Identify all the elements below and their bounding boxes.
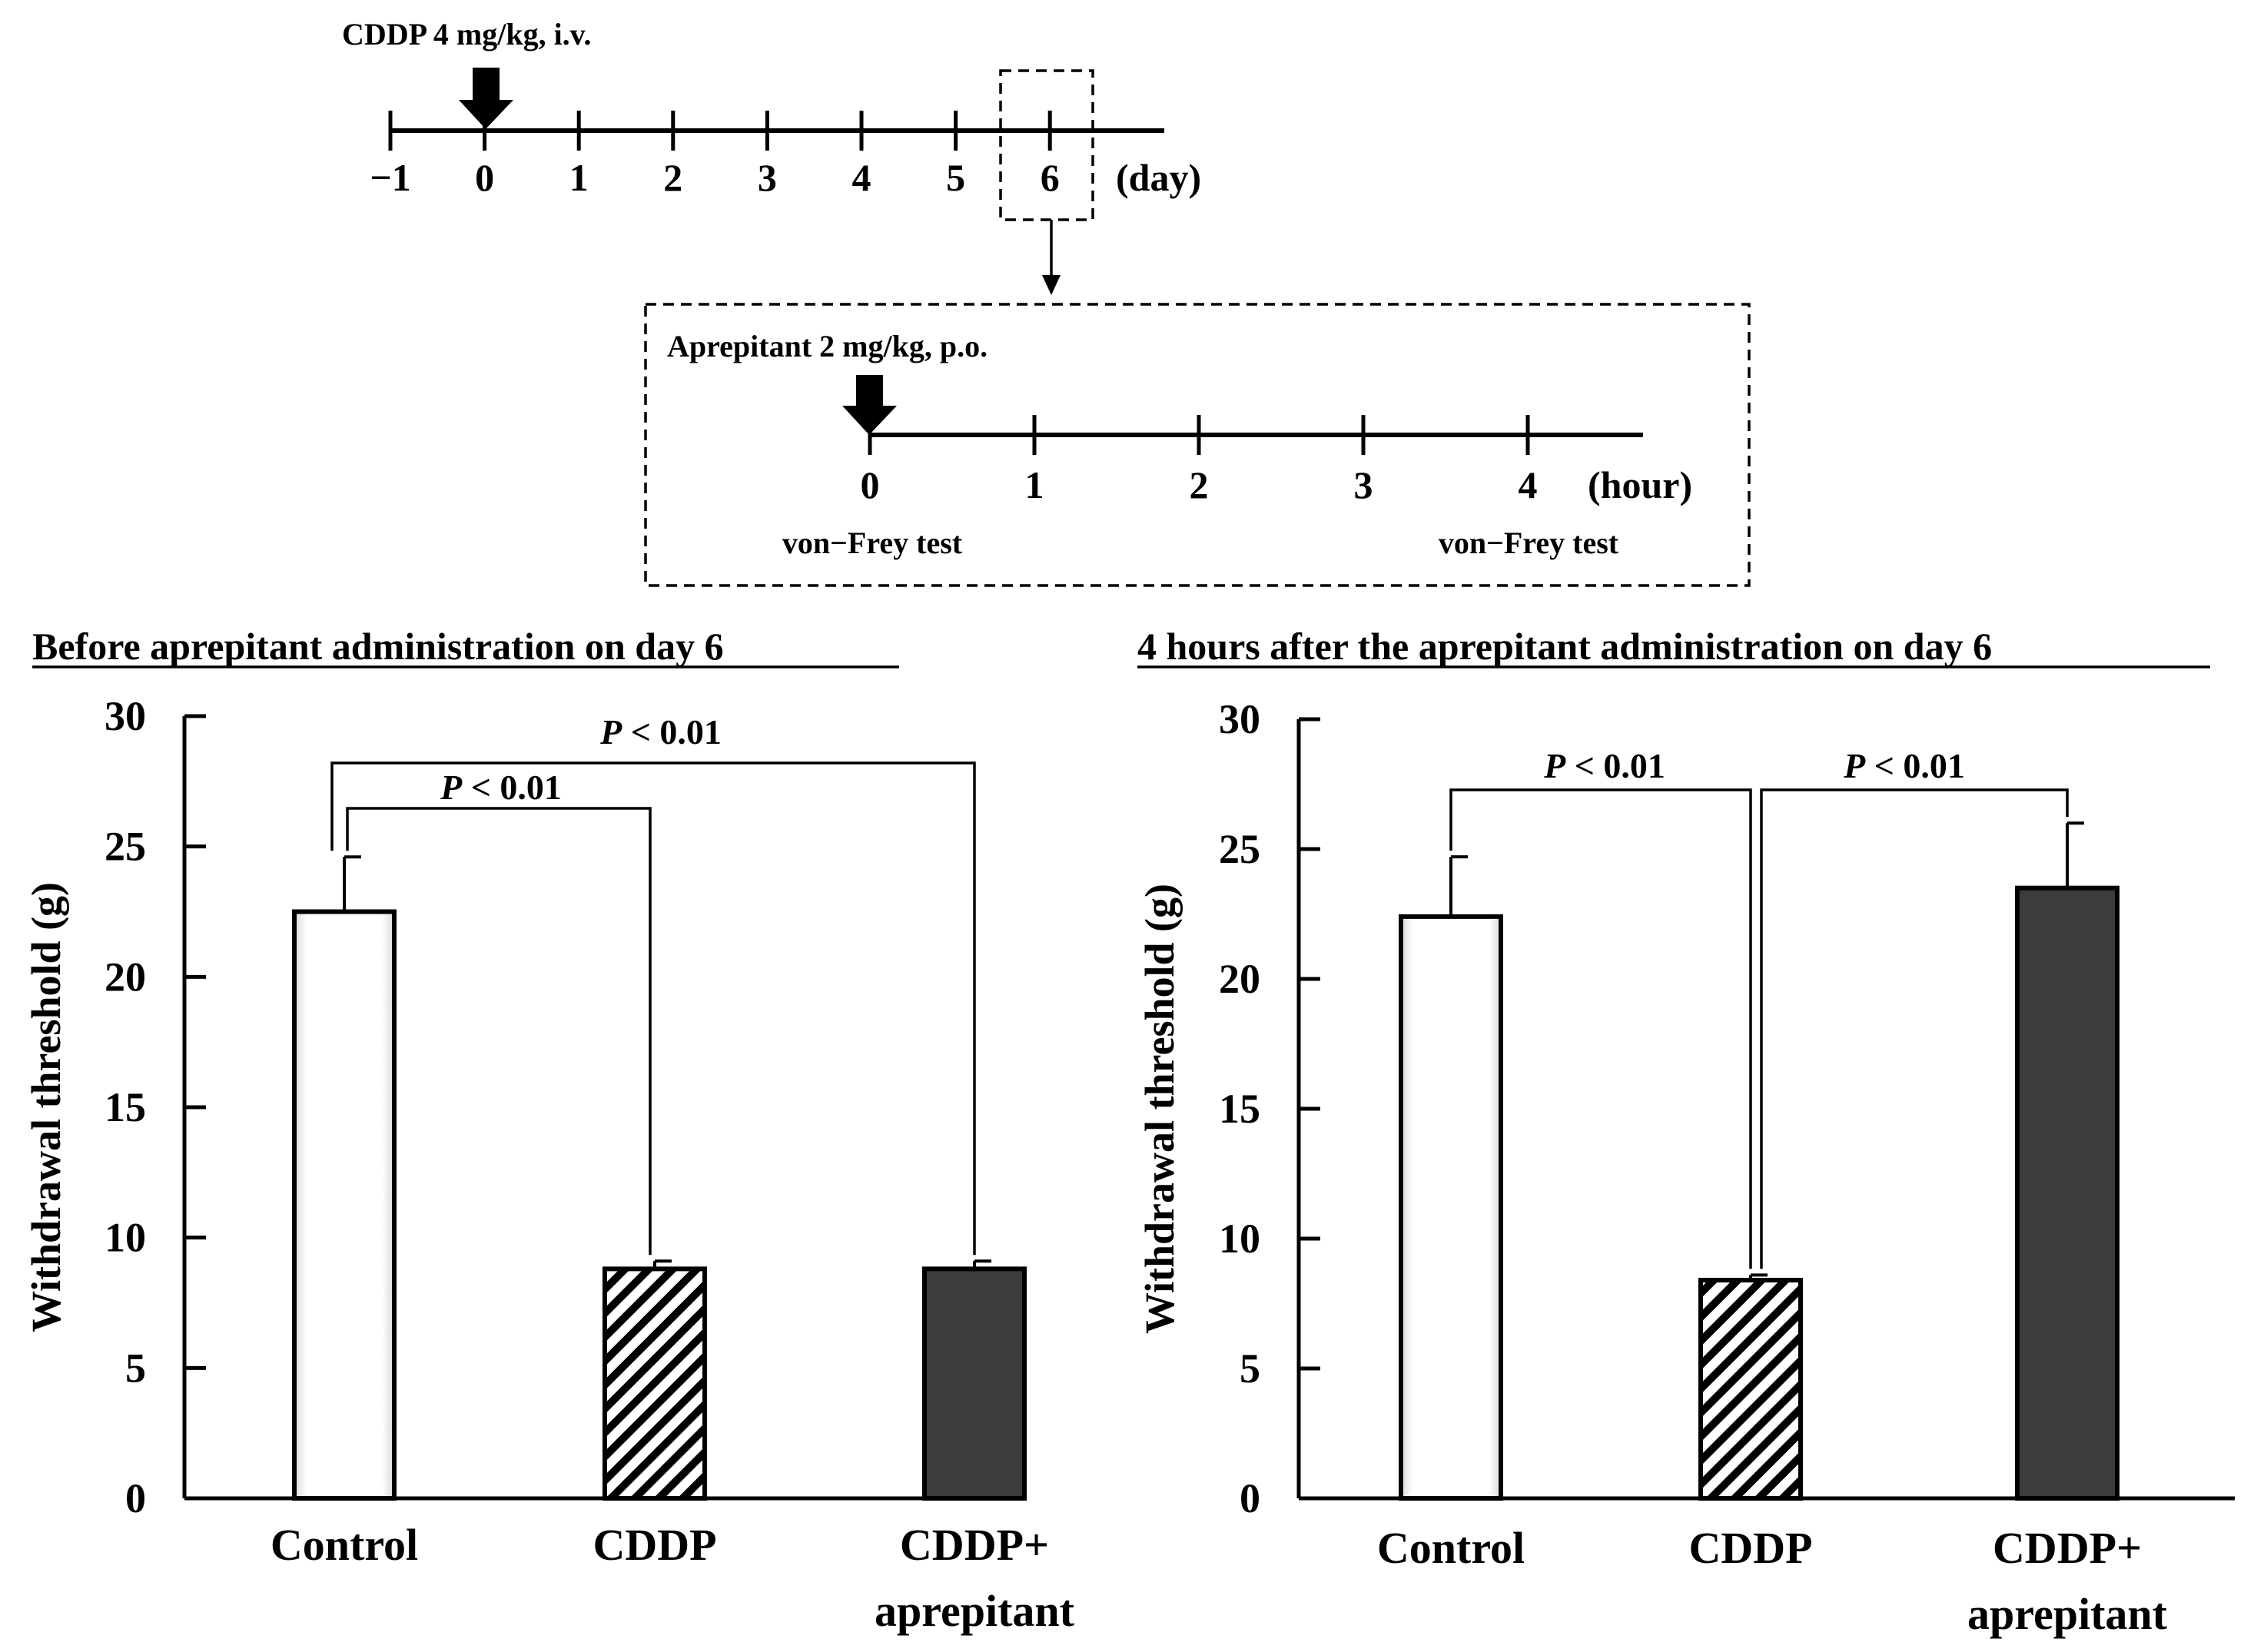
y-tick-label: 10: [1219, 1216, 1260, 1262]
hour-tick-label: 4: [1519, 463, 1538, 506]
category-label: CDDP+ aprepitant: [1967, 1523, 2168, 1639]
p-symbol: P: [599, 712, 622, 751]
category-label-line: CDDP+: [1993, 1523, 2142, 1573]
chart-before: Before aprepitant administration on day …: [23, 625, 1075, 1636]
p-value: < 0.01: [462, 768, 562, 807]
category-label-line: CDDP: [1688, 1523, 1812, 1573]
day6-highlight-box: [999, 69, 1094, 221]
day-tick-label: 2: [663, 156, 682, 199]
von-frey-end-label: von−Frey test: [1439, 526, 1619, 560]
category-label-line: Control: [271, 1520, 418, 1570]
hour-tick-label: 0: [861, 463, 880, 506]
day-tick-label: 4: [852, 156, 871, 199]
significance-bracket: [1449, 788, 1752, 1269]
significance-label: P < 0.01: [1543, 746, 1665, 785]
y-tick-label: 0: [1240, 1475, 1260, 1521]
significance-bracket: [346, 807, 652, 1256]
bar-2: [1698, 1278, 1803, 1501]
cddp-dose-label: CDDP 4 mg/kg, i.v.: [342, 17, 591, 51]
y-tick-label: 25: [105, 824, 146, 870]
bar-1: [292, 909, 397, 1501]
category-label: CDDP: [593, 1520, 716, 1570]
y-tick-label: 15: [1219, 1086, 1260, 1132]
hour-tick-label: 2: [1190, 463, 1209, 506]
day-timeline: CDDP 4 mg/kg, i.v. −1 0 1 2 3 4 5 6 (day): [342, 17, 1201, 295]
category-label-line: aprepitant: [1967, 1589, 2168, 1639]
aprepitant-dose-label: Aprepitant 2 mg/kg, p.o.: [667, 329, 988, 363]
y-axis-label: Withdrawal threshold (g): [23, 882, 69, 1332]
hour-timeline-box: Aprepitant 2 mg/kg, p.o. 0 1 2 3 4 (hour) vo…: [644, 303, 1751, 587]
y-tick-label: 30: [105, 693, 146, 739]
bar-1: [1399, 914, 1503, 1501]
significance-bracket: [330, 761, 976, 1256]
significance-label: P < 0.01: [440, 768, 562, 807]
significance-label: P < 0.01: [599, 712, 722, 751]
y-tick-label: 20: [105, 954, 146, 1000]
category-label-line: CDDP: [593, 1520, 716, 1570]
y-tick-label: 10: [105, 1215, 146, 1261]
y-tick-label: 0: [125, 1475, 146, 1521]
p-value: < 0.01: [1565, 746, 1665, 785]
day-unit-label: (day): [1116, 156, 1201, 199]
expand-arrow-icon: [1042, 275, 1061, 295]
chart-title: Before aprepitant administration on day …: [32, 625, 724, 668]
category-label-line: aprepitant: [875, 1586, 1075, 1636]
day-tick-label: 5: [946, 156, 965, 199]
significance-bracket: [1760, 788, 2069, 1269]
bar-3: [922, 1266, 1027, 1501]
aprepitant-arrow-icon: [842, 375, 897, 435]
hour-tick-label: 3: [1354, 463, 1373, 506]
von-frey-start-label: von−Frey test: [782, 526, 963, 560]
category-label: Control: [1377, 1523, 1525, 1573]
category-label: CDDP+ aprepitant: [875, 1520, 1075, 1636]
chart-title: 4 hours after the aprepitant administrat…: [1137, 625, 1992, 668]
day-tick-label: 1: [569, 156, 589, 199]
hour-unit-label: (hour): [1588, 463, 1692, 506]
p-symbol: P: [440, 768, 463, 807]
y-tick-label: 5: [125, 1345, 146, 1391]
day-ticks: −1 0 1 2 3 4 5 6: [370, 111, 1060, 199]
day-tick-label: 6: [1041, 156, 1060, 199]
day-tick-label: 0: [475, 156, 494, 199]
category-label: Control: [271, 1520, 418, 1570]
category-label-line: CDDP+: [900, 1520, 1049, 1570]
hour-tick-label: 1: [1025, 463, 1044, 506]
day-tick-label: 3: [758, 156, 777, 199]
day-tick-label: −1: [370, 156, 411, 199]
bar-3: [2015, 885, 2120, 1501]
p-value: < 0.01: [622, 712, 722, 751]
bar-2: [602, 1266, 707, 1501]
chart-after: 4 hours after the aprepitant administrat…: [1137, 625, 2235, 1639]
hour-timeline-frame: [644, 303, 1751, 587]
y-tick-label: 20: [1219, 956, 1260, 1002]
y-tick-label: 5: [1240, 1345, 1260, 1392]
category-label: CDDP: [1688, 1523, 1812, 1573]
cddp-arrow-icon: [459, 68, 513, 129]
y-axis-label: Withdrawal threshold (g): [1137, 884, 1183, 1334]
category-label-line: Control: [1377, 1523, 1525, 1573]
significance-label: P < 0.01: [1843, 746, 1965, 785]
p-value: < 0.01: [1865, 746, 1965, 785]
p-symbol: P: [1843, 746, 1866, 785]
y-tick-label: 15: [105, 1084, 146, 1130]
hour-ticks: 0 1 2 3 4: [861, 415, 1538, 506]
y-tick-label: 25: [1219, 826, 1260, 872]
y-tick-label: 30: [1219, 696, 1260, 742]
p-symbol: P: [1543, 746, 1566, 785]
